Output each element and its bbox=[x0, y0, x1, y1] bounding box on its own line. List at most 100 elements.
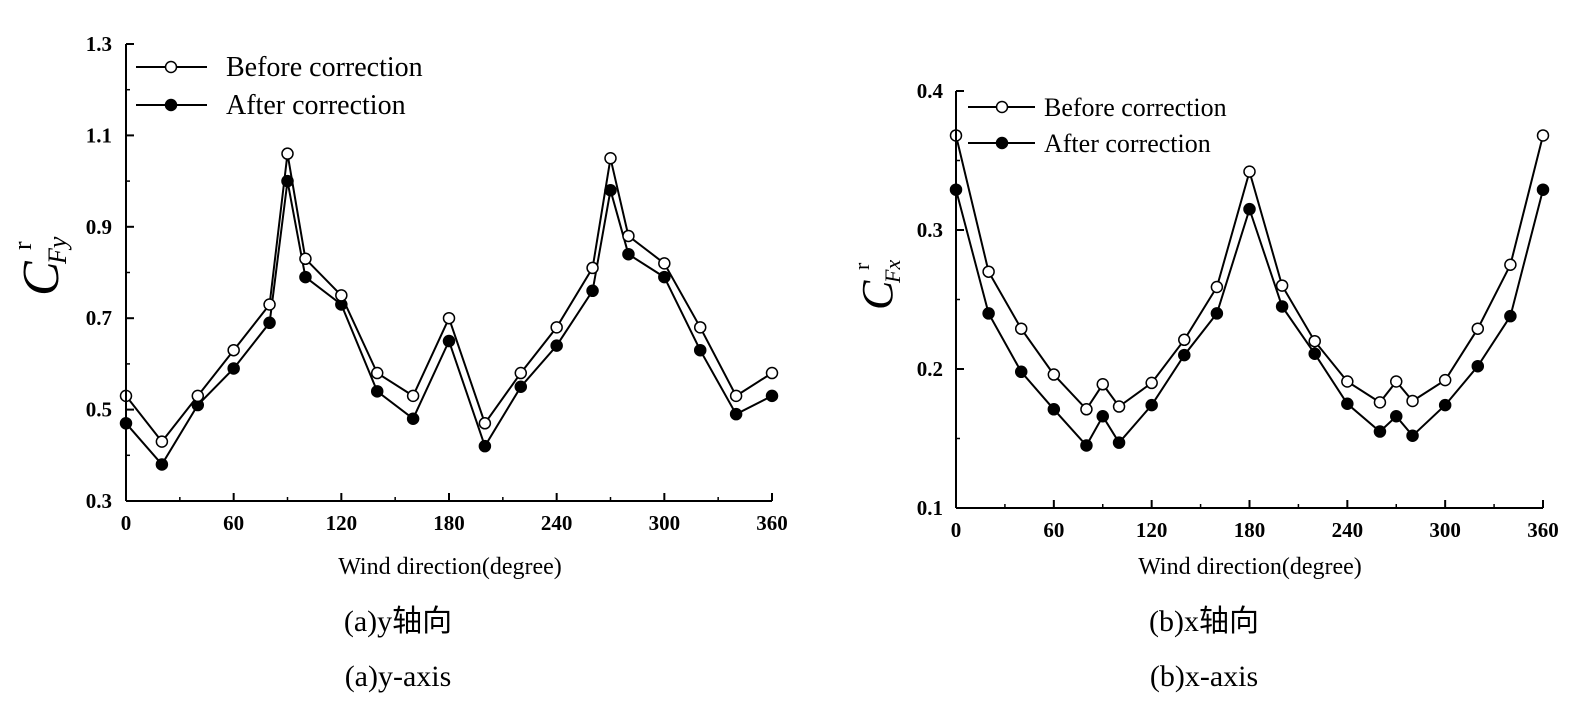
data-point-before bbox=[658, 257, 671, 270]
data-point-after bbox=[406, 412, 420, 425]
data-point-after bbox=[1536, 183, 1550, 196]
chart-panel-a: 0.3 0.5 0.7 0.9 1.1 1.3 0 60 120 180 240 300 360 Bef… bbox=[8, 32, 788, 693]
data-point-after bbox=[442, 334, 456, 348]
y-tick-label: 0.3 bbox=[86, 489, 112, 513]
data-point-after bbox=[1390, 410, 1403, 423]
data-point-before bbox=[299, 252, 312, 266]
x-tick-label: 240 bbox=[1332, 518, 1364, 542]
legend-marker bbox=[995, 100, 1009, 114]
data-point-after bbox=[1178, 348, 1191, 362]
data-point-before bbox=[263, 298, 276, 311]
data-point-after bbox=[263, 316, 276, 330]
data-point-after bbox=[765, 389, 779, 403]
data-point-before bbox=[442, 311, 456, 325]
x-tick-label: 180 bbox=[1234, 518, 1266, 542]
y-tick-label: 0.5 bbox=[86, 398, 112, 422]
panel-caption-cn: (b)x轴向 bbox=[1149, 605, 1259, 638]
data-point-before bbox=[1275, 279, 1289, 292]
panel-caption-en: (b)x-axis bbox=[1150, 660, 1258, 693]
data-point-before bbox=[1438, 373, 1452, 387]
data-point-after bbox=[1047, 403, 1061, 416]
legend-marker bbox=[995, 136, 1009, 150]
x-tick-label: 240 bbox=[541, 511, 573, 535]
data-point-after bbox=[1210, 307, 1224, 320]
chart-panel-b: 0.1 0.2 0.3 0.4 0 60 120 180 240 300 360 Before co… bbox=[849, 79, 1559, 693]
data-point-after bbox=[1471, 359, 1485, 373]
legend-label: After correction bbox=[1044, 129, 1211, 158]
data-point-after bbox=[1112, 436, 1126, 449]
data-point-before bbox=[1047, 368, 1061, 381]
legend-marker bbox=[164, 60, 178, 74]
data-point-after bbox=[586, 284, 599, 298]
data-point-after bbox=[622, 247, 635, 261]
data-point-before bbox=[1536, 129, 1550, 142]
data-point-before bbox=[227, 343, 240, 357]
data-point-after bbox=[478, 439, 492, 453]
x-axis-label: Wind direction(degree) bbox=[1138, 554, 1362, 580]
data-point-after bbox=[658, 270, 671, 284]
y-tick-label: 0.4 bbox=[917, 79, 944, 103]
data-point-before bbox=[1014, 322, 1028, 335]
data-point-before bbox=[622, 229, 635, 243]
data-point-before bbox=[693, 321, 707, 334]
data-point-after bbox=[1406, 429, 1419, 442]
y-tick-label: 0.1 bbox=[917, 496, 943, 520]
data-point-after bbox=[299, 270, 312, 284]
y-axis-label-sup: r bbox=[849, 262, 874, 270]
series-line-after bbox=[955, 189, 1544, 448]
data-point-after bbox=[1145, 398, 1158, 412]
data-point-before bbox=[1504, 258, 1517, 271]
data-point-before bbox=[1096, 378, 1109, 391]
data-point-after bbox=[1504, 309, 1517, 323]
data-point-before bbox=[1373, 396, 1387, 409]
x-tick-label: 0 bbox=[951, 518, 962, 542]
data-point-before bbox=[586, 261, 599, 275]
y-axis-label: C r Fy bbox=[8, 236, 72, 296]
y-tick-label: 0.2 bbox=[917, 357, 943, 381]
data-point-after bbox=[1014, 365, 1028, 379]
y-axis-label-sub: Fx bbox=[880, 260, 905, 284]
data-point-after bbox=[693, 343, 707, 357]
x-tick-label: 180 bbox=[433, 511, 465, 535]
data-point-before bbox=[191, 389, 205, 403]
y-axis-label-sup: r bbox=[8, 241, 37, 250]
data-point-after bbox=[1275, 300, 1289, 313]
data-point-before bbox=[1390, 375, 1403, 388]
data-point-before bbox=[478, 417, 492, 430]
data-point-before bbox=[335, 289, 348, 302]
x-tick-label: 360 bbox=[756, 511, 788, 535]
x-tick-label: 60 bbox=[1043, 518, 1064, 542]
panel-caption-cn: (a)y轴向 bbox=[344, 605, 452, 638]
data-point-after bbox=[370, 385, 384, 398]
data-point-after bbox=[155, 458, 169, 471]
x-tick-label: 300 bbox=[649, 511, 681, 535]
data-point-before bbox=[1471, 322, 1485, 335]
y-tick-label: 0.3 bbox=[917, 218, 943, 242]
data-point-before bbox=[1112, 400, 1126, 413]
x-axis-label: Wind direction(degree) bbox=[338, 554, 562, 580]
data-point-before bbox=[406, 389, 420, 403]
legend-label: Before correction bbox=[226, 52, 423, 83]
y-tick-label: 0.7 bbox=[86, 306, 112, 330]
data-point-after bbox=[1438, 398, 1452, 412]
data-point-before bbox=[155, 435, 169, 448]
data-point-after bbox=[1243, 202, 1256, 216]
data-point-after bbox=[514, 380, 528, 393]
data-point-before bbox=[1145, 376, 1158, 390]
data-point-after bbox=[1373, 425, 1387, 438]
x-tick-label: 120 bbox=[326, 511, 358, 535]
data-point-before bbox=[1178, 333, 1191, 347]
data-point-after bbox=[729, 407, 743, 421]
data-point-before bbox=[1341, 375, 1354, 388]
data-point-before bbox=[550, 321, 563, 334]
data-point-before bbox=[1308, 334, 1321, 348]
data-point-after bbox=[550, 339, 563, 352]
y-axis-label-main: C bbox=[853, 280, 902, 310]
x-tick-label: 60 bbox=[223, 511, 244, 535]
legend-label: Before correction bbox=[1044, 93, 1227, 122]
legend-label: After correction bbox=[226, 90, 406, 121]
data-point-after bbox=[604, 183, 617, 197]
y-axis-label: C r Fx bbox=[849, 260, 905, 310]
data-point-before bbox=[729, 389, 743, 403]
